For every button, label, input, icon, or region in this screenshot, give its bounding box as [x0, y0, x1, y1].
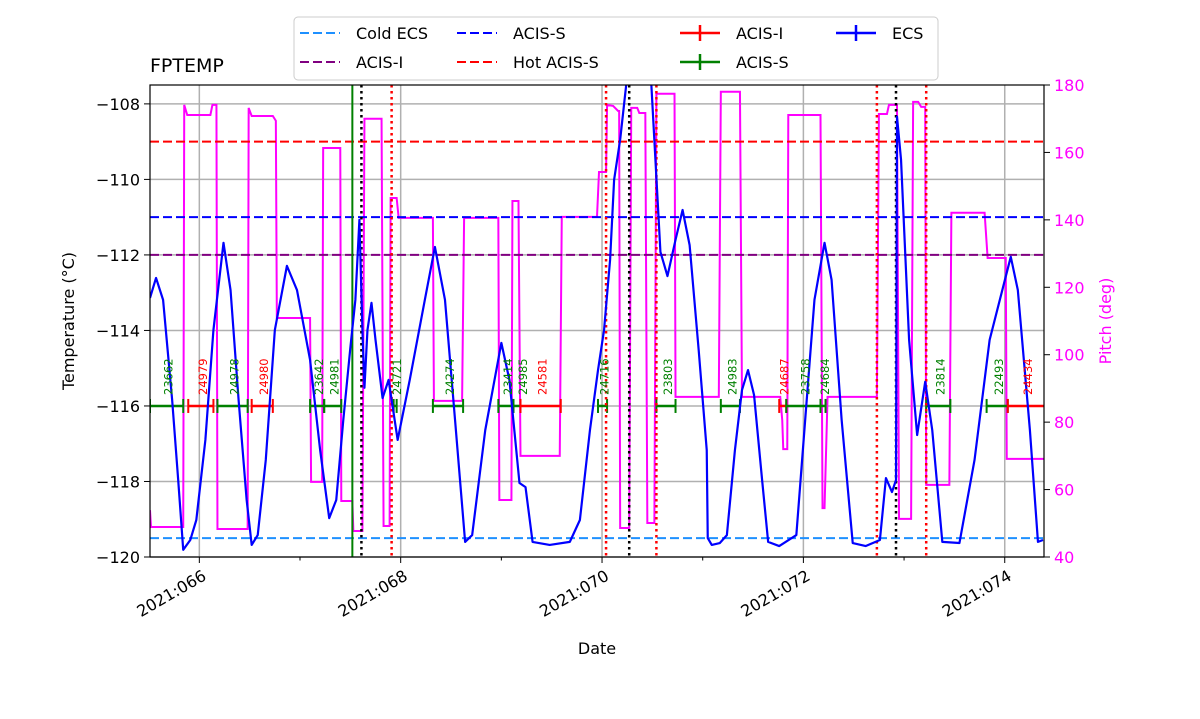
x-tick-label: 2021:066 — [133, 566, 209, 621]
y2-tick-label: 180 — [1054, 76, 1085, 95]
obsid-interval-24978 — [216, 398, 249, 413]
y2-tick-label: 60 — [1054, 481, 1074, 500]
y-axis-label: Temperature (°C) — [59, 252, 78, 391]
axes-frame — [149, 84, 1045, 558]
obsid-label: 24721 — [390, 358, 404, 395]
y2-tick-label: 160 — [1054, 143, 1085, 162]
chart-title: FPTEMP — [150, 55, 224, 77]
obsid-interval-23662 — [150, 398, 185, 413]
obsid-label: 23642 — [312, 358, 326, 395]
y2-tick-label: 140 — [1054, 211, 1085, 230]
legend-label: ACIS-S — [736, 53, 789, 72]
obsid-label: 23814 — [933, 358, 947, 395]
plot-area — [150, 85, 1044, 557]
temperature-line — [150, 85, 1044, 551]
y-tick-label: −120 — [96, 548, 140, 567]
obsid-label: 23758 — [798, 358, 812, 395]
obsid-interval-24983 — [719, 398, 741, 413]
y-tick-label: −112 — [96, 246, 140, 265]
x-tick-label: 2021:070 — [536, 566, 612, 621]
obsid-interval-24979 — [187, 398, 215, 413]
obsid-label: 24979 — [196, 358, 210, 395]
y2-tick-label: 80 — [1054, 413, 1074, 432]
legend-label: Cold ECS — [356, 24, 428, 43]
obsid-label: 24981 — [328, 358, 342, 395]
obsid-label: 24434 — [1021, 358, 1035, 395]
y2-tick-label: 100 — [1054, 346, 1085, 365]
obsid-interval-24981 — [323, 398, 343, 413]
obsid-label: 24985 — [516, 358, 530, 395]
obsid-label: 24980 — [257, 358, 271, 395]
legend-entry: Hot ACIS-S — [457, 53, 599, 72]
obsid-interval-24274 — [431, 398, 465, 413]
obsid-label: 24687 — [778, 358, 792, 395]
obsid-label: 24274 — [443, 358, 457, 395]
obsid-interval-23803 — [655, 398, 677, 413]
y2-tick-label: 40 — [1054, 548, 1074, 567]
legend-entry: ACIS-S — [680, 53, 789, 72]
y-tick-label: −114 — [96, 321, 140, 340]
y-tick-label: −108 — [96, 95, 140, 114]
obsid-label: 22493 — [992, 358, 1006, 395]
legend-entry: ECS — [836, 24, 923, 43]
obsid-label: 24684 — [818, 358, 832, 395]
obsid-interval-24684 — [819, 398, 827, 413]
legend-label: ECS — [892, 24, 923, 43]
x-tick-label: 2021:072 — [737, 566, 813, 621]
obsid-interval-24581 — [519, 398, 562, 413]
legend-entry: ACIS-S — [457, 24, 566, 43]
legend-entry: ACIS-I — [680, 24, 783, 43]
legend: Cold ECS ACIS-I ACIS-S Hot ACIS-S ACIS-I ACIS… — [293, 16, 939, 81]
obsid-labels: 23662 24979 24978 24980 23642 24981 24721 24274… — [162, 358, 1035, 395]
legend-entry: ACIS-I — [300, 53, 403, 72]
legend-box — [293, 16, 939, 81]
y2-tick-label: 120 — [1054, 278, 1085, 297]
obsid-label: 23803 — [661, 358, 675, 395]
y-tick-label: −116 — [96, 397, 140, 416]
obsid-label: 24716 — [598, 358, 612, 395]
x-axis-label: Date — [578, 639, 616, 658]
grid — [150, 85, 1044, 558]
y2-axis-label: Pitch (deg) — [1096, 278, 1115, 365]
legend-entry: Cold ECS — [300, 24, 428, 43]
obsid-label: 23414 — [501, 358, 515, 395]
obsid-label: 24581 — [536, 358, 550, 395]
legend-label: ACIS-I — [736, 24, 783, 43]
y-tick-label: −118 — [96, 472, 140, 491]
legend-label: ACIS-I — [356, 53, 403, 72]
obsid-label: 23662 — [162, 358, 176, 395]
y-tick-label: −110 — [96, 170, 140, 189]
obsid-label: 24983 — [725, 358, 739, 395]
legend-label: ACIS-S — [513, 24, 566, 43]
x-tick-label: 2021:068 — [335, 566, 411, 621]
pitch-line — [150, 90, 1044, 533]
legend-label: Hot ACIS-S — [513, 53, 599, 72]
obsid-interval-24434 — [1006, 398, 1044, 413]
x-tick-label: 2021:074 — [939, 566, 1015, 621]
obsid-label: 24978 — [228, 358, 242, 395]
